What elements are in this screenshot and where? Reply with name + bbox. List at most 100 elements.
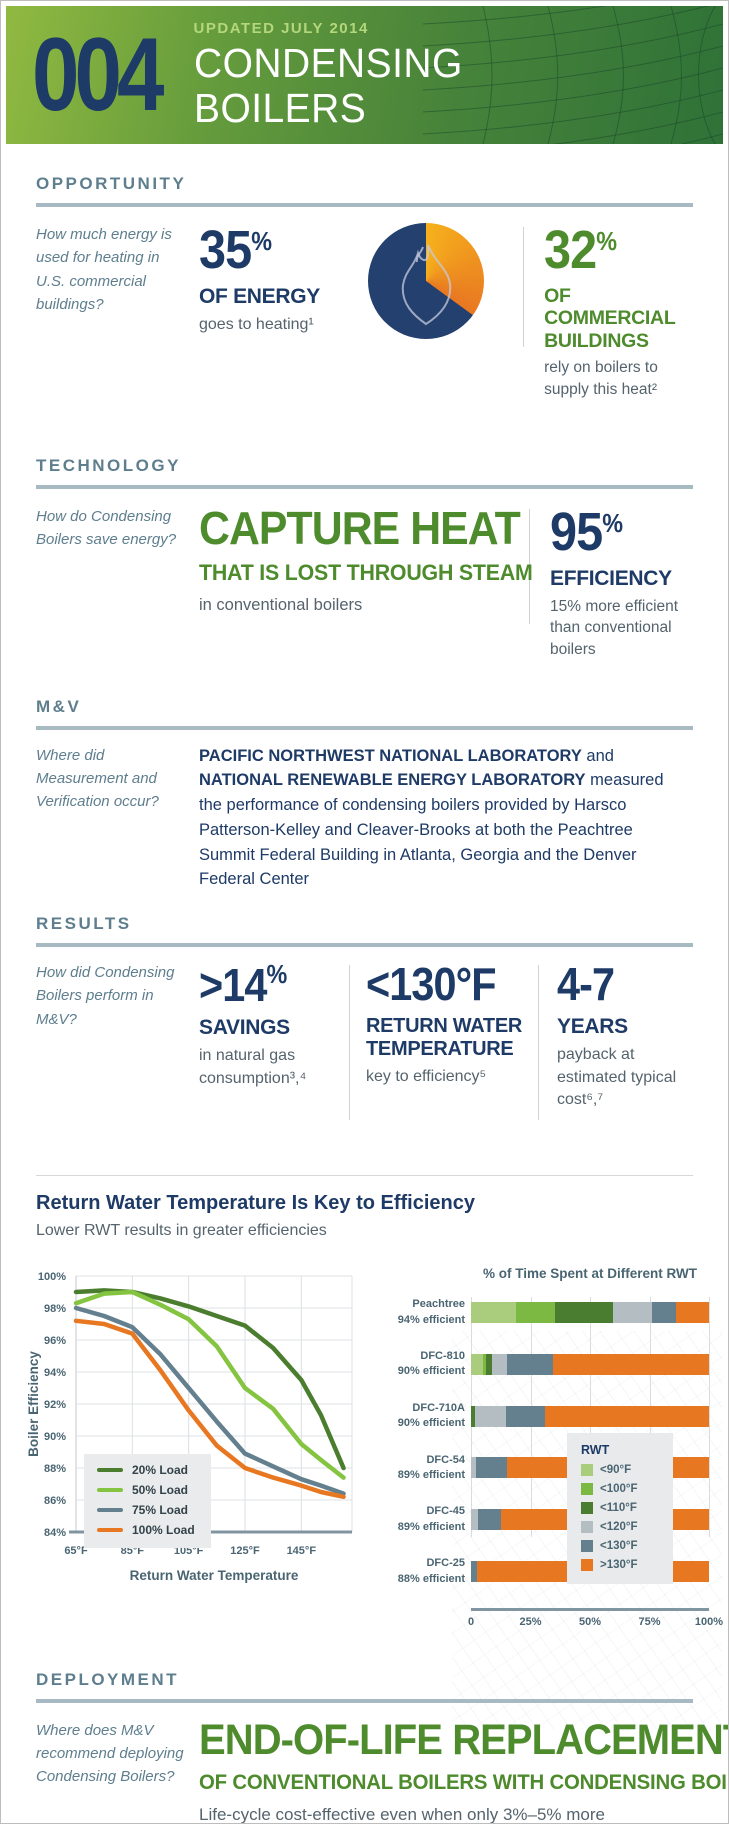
tick-label: 75% xyxy=(638,1615,661,1628)
subheadline: OF CONVENTIONAL BOILERS WITH CONDENSING … xyxy=(199,1770,729,1794)
legend-swatch xyxy=(97,1507,123,1513)
bar-chart-tick-labels: 0 25% 50% 75% 100% xyxy=(468,1615,723,1634)
vertical-divider xyxy=(538,965,539,1121)
section-heading: DEPLOYMENT xyxy=(36,1669,180,1689)
series-75--load xyxy=(73,1305,346,1497)
headline: CAPTURE HEAT xyxy=(199,501,521,554)
updated-date: UPDATED JULY 2014 xyxy=(193,20,369,38)
section-divider xyxy=(36,203,693,207)
infographic-title: CONDENSING BOILERS xyxy=(193,40,463,131)
legend-item: <130°F xyxy=(581,1540,659,1553)
bar-label: DFC-710A 90% efficient xyxy=(397,1401,465,1430)
legend-label: <90°F xyxy=(600,1464,632,1477)
stat-label: YEARS xyxy=(557,1015,628,1039)
bar-segment xyxy=(516,1302,556,1324)
bar-chart-legend: RWT <90°F <100°F <110°F <120°F <130°F >130°F xyxy=(567,1433,673,1585)
stat-efficiency: 95% EFFICIENCY 15% more efficient than c… xyxy=(550,505,693,661)
legend-item: <100°F xyxy=(581,1483,659,1496)
svg-text:90%: 90% xyxy=(44,1431,66,1443)
legend-item: 100% Load xyxy=(97,1523,195,1537)
legend-label: 100% Load xyxy=(132,1523,195,1538)
legend-label: <110°F xyxy=(600,1502,637,1515)
bar-segment xyxy=(553,1353,709,1375)
stat-label: OF ENERGY xyxy=(199,285,320,308)
bar-row-peachtree: Peachtree 94% efficient xyxy=(376,1297,709,1328)
section-question: How did Condensing Boilers perform in M&… xyxy=(36,964,175,1028)
tick-label: 25% xyxy=(519,1615,542,1628)
bar-segment xyxy=(471,1561,477,1582)
body-text: in conventional boilers xyxy=(199,595,363,614)
section-technology: TECHNOLOGY How do Condensing Boilers sav… xyxy=(6,456,723,661)
svg-text:105°F: 105°F xyxy=(174,1545,204,1557)
stat-sub: key to efficiency⁵ xyxy=(366,1068,487,1086)
legend-item: 75% Load xyxy=(97,1503,195,1517)
stat-sub: 15% more efficient than conventional boi… xyxy=(550,597,679,659)
bar-segment xyxy=(555,1302,613,1324)
bar-label: DFC-54 89% efficient xyxy=(397,1453,465,1481)
stacked-bar-chart-rwt: % of Time Spent at Different RWT Peachtr… xyxy=(376,1260,723,1634)
section-question: How do Condensing Boilers save energy? xyxy=(36,507,177,548)
series-50--load xyxy=(73,1289,346,1481)
section-divider xyxy=(36,725,693,730)
bar-segment xyxy=(505,1405,545,1427)
vertical-divider xyxy=(529,508,530,624)
section-question: How much energy is used for heating in U… xyxy=(36,226,172,313)
svg-text:145°F: 145°F xyxy=(287,1545,317,1557)
svg-text:98%: 98% xyxy=(44,1303,66,1315)
legend-label: 50% Load xyxy=(132,1483,189,1498)
bar-track xyxy=(471,1353,709,1375)
stat-value: 35% xyxy=(199,220,273,280)
legend-label: <100°F xyxy=(600,1483,638,1496)
line-chart-legend: 20% Load 50% Load 75% Load 100% Load xyxy=(84,1454,211,1549)
legend-item: <90°F xyxy=(581,1464,659,1477)
stat-rwt: <130°F RETURN WATER TEMPERATURE key to e… xyxy=(366,961,538,1088)
bar-segment xyxy=(474,1405,506,1427)
subheadline: THAT IS LOST THROUGH STEAM xyxy=(199,559,533,585)
stat-sub: payback at estimated typical cost⁶,⁷ xyxy=(557,1046,677,1108)
stat-label: SAVINGS xyxy=(199,1016,290,1040)
svg-text:92%: 92% xyxy=(44,1399,66,1411)
stat-label: RETURN WATER TEMPERATURE xyxy=(366,1015,523,1061)
series-20--load xyxy=(73,1288,346,1471)
bar-segment xyxy=(482,1353,487,1375)
bar-segment xyxy=(612,1302,652,1324)
legend-item: <120°F xyxy=(581,1521,659,1534)
section-question: Where does M&V recommend deploying Conde… xyxy=(36,1721,184,1786)
header-banner: 004 UPDATED JULY 2014 CONDENSING BOILERS xyxy=(6,6,723,144)
stat-value: >14% xyxy=(199,959,288,1012)
vertical-divider xyxy=(349,965,350,1121)
line-chart-svg: 84% 86% 88% 90% 92% 94% 96% 98% 100% 65°F 85°F 105°… xyxy=(26,1271,353,1583)
charts-subtitle: Lower RWT results in greater efficiencie… xyxy=(36,1222,327,1240)
bar-segment xyxy=(675,1302,709,1324)
legend-swatch xyxy=(581,1464,593,1477)
charts-title: Return Water Temperature Is Key to Effic… xyxy=(36,1192,476,1215)
stat-label: EFFICIENCY xyxy=(550,566,672,590)
stat-label: OF COMMERCIAL BUILDINGS xyxy=(544,285,676,352)
bar-segment xyxy=(471,1353,483,1375)
bar-segment xyxy=(478,1509,501,1531)
lab-name-pnnl: PACIFIC NORTHWEST NATIONAL LABORATORY xyxy=(199,746,582,765)
section-divider xyxy=(36,1698,693,1703)
section-divider xyxy=(36,943,693,948)
stat-value: 32% xyxy=(544,220,618,280)
charts-top-divider xyxy=(36,1175,693,1177)
tick-label: 50% xyxy=(578,1615,602,1628)
legend-item: 20% Load xyxy=(97,1463,195,1477)
legend-item: 50% Load xyxy=(97,1483,195,1497)
section-heading: OPPORTUNITY xyxy=(36,174,187,193)
legend-swatch xyxy=(581,1483,593,1496)
bar-chart-title: % of Time Spent at Different RWT xyxy=(482,1266,698,1282)
legend-swatch xyxy=(97,1487,123,1493)
stat-sub: rely on boilers to supply this heat² xyxy=(544,359,658,398)
charts-row: 84% 86% 88% 90% 92% 94% 96% 98% 100% 65°F 85°F 105°… xyxy=(24,1260,723,1634)
legend-swatch xyxy=(97,1527,123,1533)
bar-segment xyxy=(651,1302,676,1324)
bar-segment xyxy=(471,1457,476,1479)
legend-item: >130°F xyxy=(581,1559,659,1572)
flame-icon xyxy=(402,244,452,326)
stat-commercial-buildings: 32% OF COMMERCIAL BUILDINGS rely on boil… xyxy=(544,223,693,401)
legend-label: <130°F xyxy=(600,1540,638,1553)
section-mv: M&V Where did Measurement and Verificati… xyxy=(6,697,723,893)
svg-text:86%: 86% xyxy=(44,1495,66,1507)
